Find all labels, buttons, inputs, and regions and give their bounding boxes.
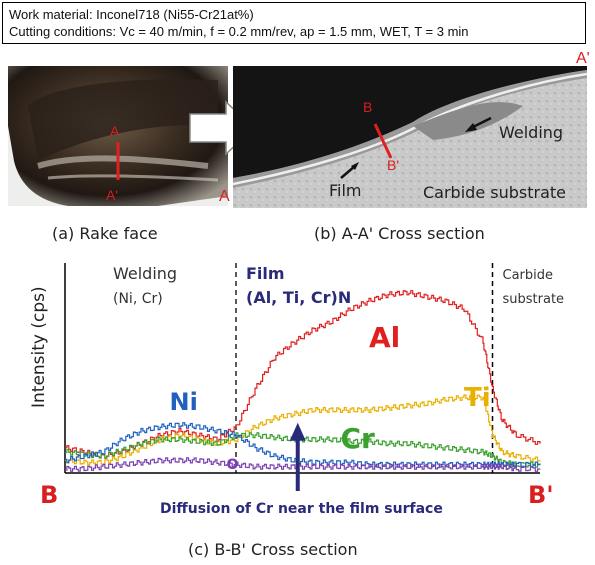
film-label: Film: [329, 181, 362, 200]
series-label-o: O: [227, 457, 239, 473]
series-line-o: [65, 457, 541, 472]
series-label-ni: Ni: [170, 388, 198, 416]
label-b: B: [363, 99, 372, 115]
welding-label: Welding: [499, 123, 563, 142]
series-line-cr: [65, 432, 541, 468]
series-label-ti: Ti: [464, 383, 491, 413]
x-start-label: B: [40, 481, 58, 509]
section-line-b: [373, 123, 393, 159]
label-a: A: [110, 123, 120, 139]
series-line-al: [65, 290, 541, 459]
series-label-cr: Cr: [341, 422, 376, 455]
region-label: Welding: [113, 264, 177, 283]
region-sublabel: (Ni, Cr): [113, 291, 163, 307]
cross-section-sem-image: B B' Welding Film Carbide substrate: [233, 66, 587, 208]
caption-c: (c) B-B' Cross section: [188, 540, 358, 559]
cutting-conditions-text: Cutting conditions: Vc = 40 m/min, f = 0…: [9, 24, 469, 39]
label-a-left: A: [219, 188, 230, 205]
work-material-text: Work material: Inconel718 (Ni55-Cr21at%): [9, 7, 254, 22]
experiment-conditions-box: Work material: Inconel718 (Ni55-Cr21at%)…: [2, 2, 586, 44]
series-label-al: Al: [369, 321, 400, 354]
region-sublabel: substrate: [503, 292, 565, 307]
substrate-label: Carbide substrate: [423, 183, 566, 202]
label-b-prime: B': [387, 157, 399, 173]
film-pointer-arrow: [340, 165, 356, 179]
region-label: Film: [246, 264, 285, 283]
label-a-prime-right: A': [576, 50, 590, 67]
bb-line-profile-chart: Intensity (cps) Welding (Ni, Cr) Film (Al, T…: [29, 263, 565, 517]
x-end-label: B': [528, 481, 554, 509]
annotation-arrow-head: [289, 422, 306, 441]
caption-a: (a) Rake face: [52, 224, 158, 243]
region-sublabel: (Al, Ti, Cr)N: [246, 288, 351, 307]
caption-b: (b) A-A' Cross section: [314, 224, 485, 243]
annotation-text: Diffusion of Cr near the film surface: [160, 501, 443, 517]
y-axis-label: Intensity (cps): [29, 286, 49, 408]
series-line-ni: [65, 422, 541, 468]
label-a-prime: A': [106, 187, 118, 203]
region-label: Carbide: [503, 268, 554, 283]
